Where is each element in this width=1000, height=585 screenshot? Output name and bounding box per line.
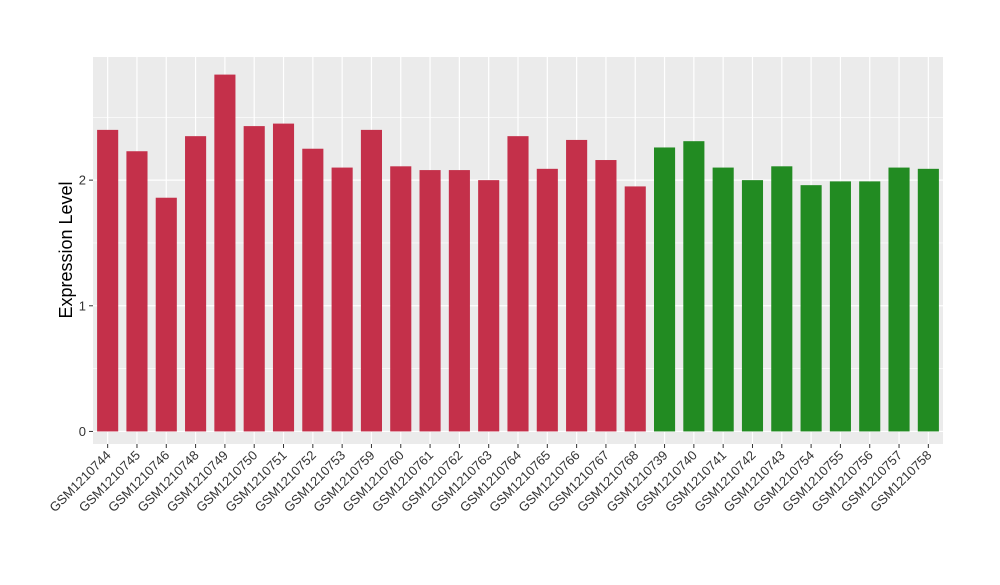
bar [214, 74, 236, 432]
bar [126, 151, 148, 432]
bar [419, 170, 441, 432]
bar [712, 167, 734, 432]
bar [478, 180, 500, 432]
bar [917, 168, 939, 432]
bar [829, 181, 851, 432]
y-tick-label: 2 [79, 173, 86, 188]
bar [536, 168, 558, 432]
bar [741, 180, 764, 432]
y-axis: 0 1 2 [79, 173, 93, 439]
bar [185, 136, 207, 432]
bar [331, 167, 353, 432]
bar [243, 126, 265, 432]
bar [771, 166, 793, 432]
bar [390, 166, 412, 432]
x-axis: GSM1210744GSM1210745GSM1210746GSM1210748… [46, 444, 934, 515]
bar [566, 139, 588, 432]
bar [272, 123, 295, 432]
bar [624, 186, 646, 432]
y-tick-label: 1 [79, 298, 86, 313]
y-tick-label: 0 [79, 424, 86, 439]
bar [507, 136, 529, 432]
bar [97, 129, 119, 432]
bar [654, 147, 676, 432]
bar [800, 185, 822, 432]
bar [448, 170, 470, 432]
bar [360, 129, 382, 432]
bar [888, 167, 910, 432]
y-axis-label: Expression Level [56, 181, 76, 318]
bar [155, 197, 177, 432]
bar [683, 141, 705, 432]
bars [97, 74, 939, 432]
bar [859, 181, 881, 432]
bar [595, 160, 617, 432]
bar [302, 148, 324, 432]
